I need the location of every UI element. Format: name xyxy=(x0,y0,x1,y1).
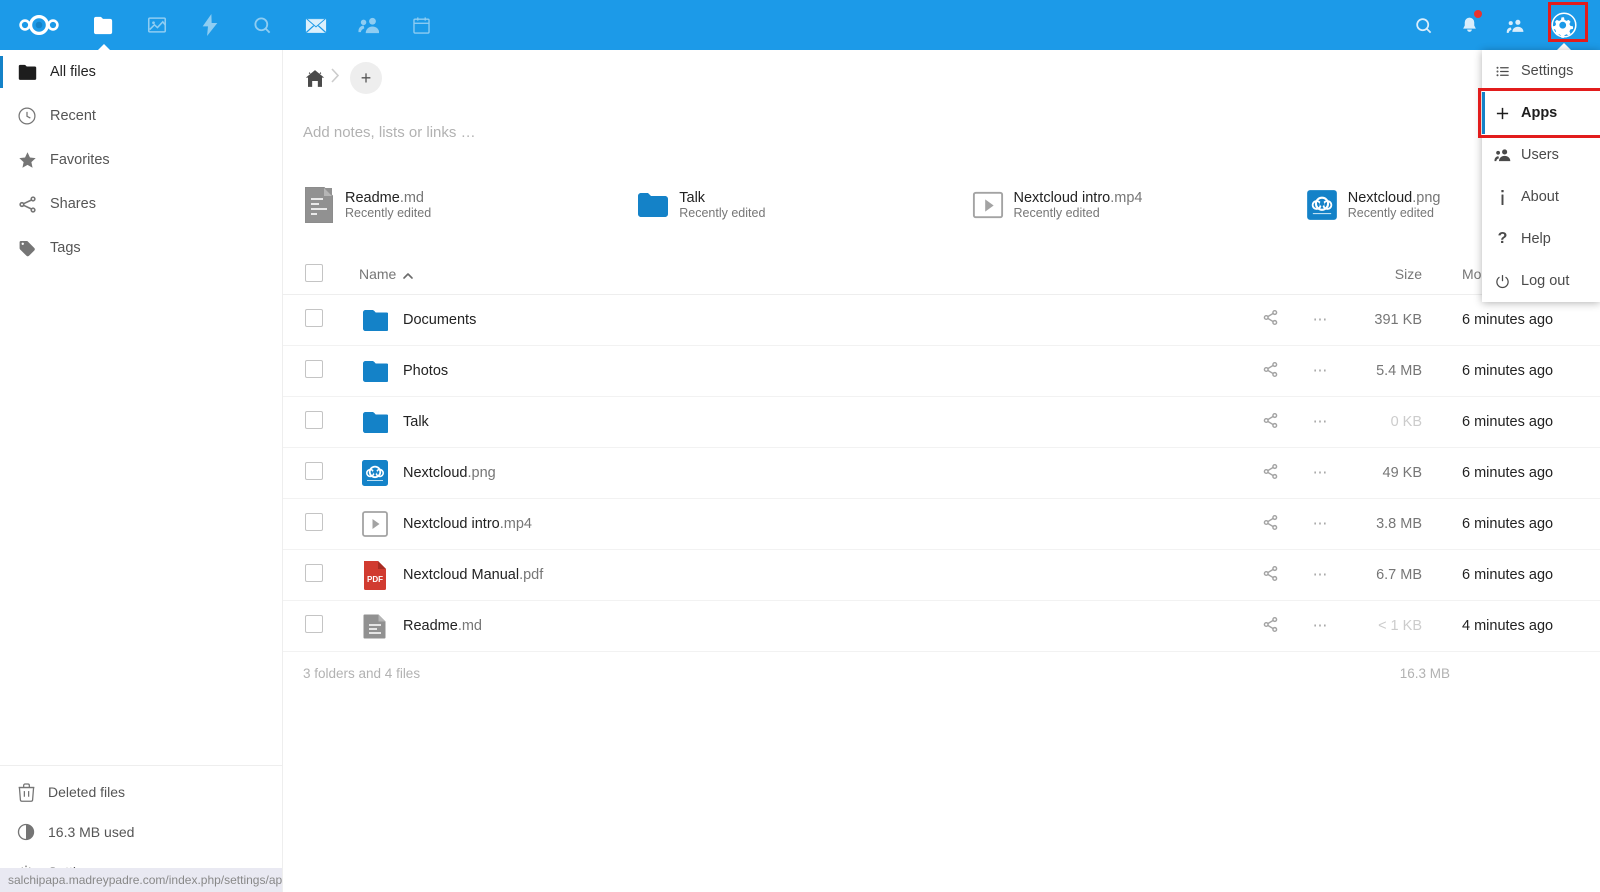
svg-text:PDF: PDF xyxy=(367,575,383,584)
